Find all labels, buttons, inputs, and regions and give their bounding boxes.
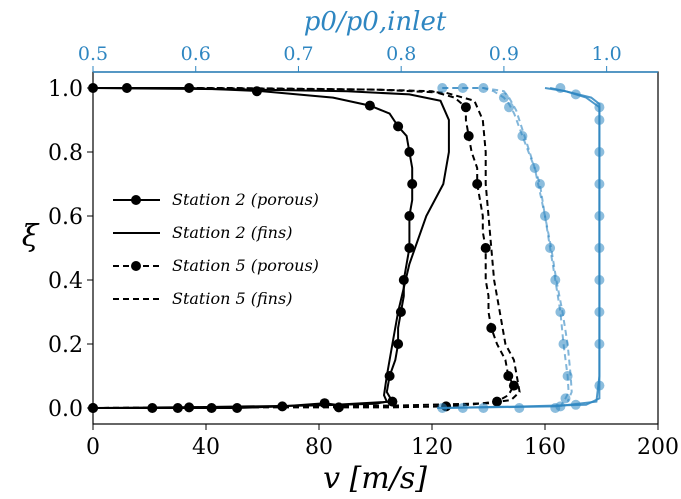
- ticks-layer: 0 40 80 120 160 200 0.0 0.2 0.4 0.6 0.8 1.0 0.5 0.6 0.…: [48, 43, 679, 460]
- series-line: [92, 87, 450, 409]
- data-point: [393, 121, 404, 132]
- y-tick-label: 0.0: [48, 397, 83, 422]
- data-point: [404, 147, 415, 157]
- y-tick-label: 1.0: [48, 77, 83, 102]
- legend-entry: Station 5 (porous): [113, 256, 319, 275]
- series-5: [442, 87, 601, 409]
- data-point: [503, 371, 514, 381]
- y-tick-label: 0.4: [48, 269, 83, 294]
- data-point: [508, 380, 519, 391]
- data-point: [364, 100, 375, 111]
- top-tick-label: 1.0: [592, 43, 622, 65]
- y-tick-label: 0.2: [48, 333, 83, 358]
- series-line: [442, 87, 570, 407]
- series-line: [442, 87, 601, 409]
- data-point: [545, 243, 556, 253]
- data-point: [333, 402, 344, 413]
- data-point: [404, 243, 415, 253]
- series-line: [442, 87, 573, 402]
- top-tick-label: 0.8: [386, 43, 416, 65]
- legend-entry: Station 2 (porous): [113, 190, 319, 209]
- data-point: [555, 401, 566, 412]
- x-tick-label: 80: [305, 435, 333, 460]
- x-tick-label: 40: [192, 435, 220, 460]
- legend-label: Station 2 (fins): [172, 223, 292, 242]
- data-point: [393, 339, 404, 349]
- data-point: [407, 179, 418, 189]
- legend: Station 2 (porous) Station 2 (fins) Statio…: [113, 190, 319, 308]
- data-point: [460, 102, 471, 113]
- x-tick-label: 120: [411, 435, 453, 460]
- legend-marker: [131, 261, 141, 271]
- series-1: [92, 87, 450, 409]
- legend-entry: Station 2 (fins): [113, 223, 292, 242]
- top-tick-label: 0.6: [181, 43, 211, 65]
- legend-entry: Station 5 (fins): [113, 289, 292, 308]
- series-line: [92, 87, 521, 409]
- series-2: [88, 87, 519, 413]
- data-point: [387, 396, 398, 407]
- x-tick-label: 200: [637, 435, 679, 460]
- series-7: [442, 87, 573, 402]
- top-tick-label: 0.7: [283, 43, 313, 65]
- series-3: [92, 87, 521, 409]
- y-tick-label: 0.6: [48, 205, 83, 230]
- series-0: [88, 83, 418, 413]
- data-point: [184, 402, 195, 413]
- series-line: [93, 87, 414, 409]
- data-point: [594, 380, 605, 391]
- data-point: [504, 102, 514, 113]
- legend-label: Station 5 (fins): [172, 289, 292, 308]
- data-point: [404, 211, 415, 221]
- data-point: [558, 339, 569, 349]
- top-tick-label: 0.9: [489, 43, 519, 65]
- data-point: [486, 323, 497, 333]
- data-point: [534, 179, 545, 189]
- legend-marker: [131, 195, 141, 205]
- data-point: [514, 403, 525, 413]
- data-point: [498, 92, 509, 103]
- x-tick-label: 0: [86, 435, 100, 460]
- data-point: [463, 131, 474, 141]
- series-6: [437, 83, 573, 412]
- top-axis-label: p0/p0,inlet: [304, 7, 447, 37]
- data-point: [472, 179, 483, 189]
- series-layer: [88, 83, 605, 413]
- x-axis-label: v [m/s]: [323, 461, 427, 496]
- data-point: [480, 243, 491, 253]
- series-line: [92, 87, 516, 409]
- y-axis-label: ξ: [22, 219, 40, 254]
- y-tick-label: 0.8: [48, 141, 83, 166]
- data-point: [206, 403, 217, 413]
- legend-label: Station 2 (porous): [172, 190, 319, 209]
- plot-frame: [92, 71, 659, 425]
- legend-label: Station 5 (porous): [172, 256, 319, 275]
- x-tick-label: 160: [524, 435, 566, 460]
- top-tick-label: 0.5: [78, 43, 108, 65]
